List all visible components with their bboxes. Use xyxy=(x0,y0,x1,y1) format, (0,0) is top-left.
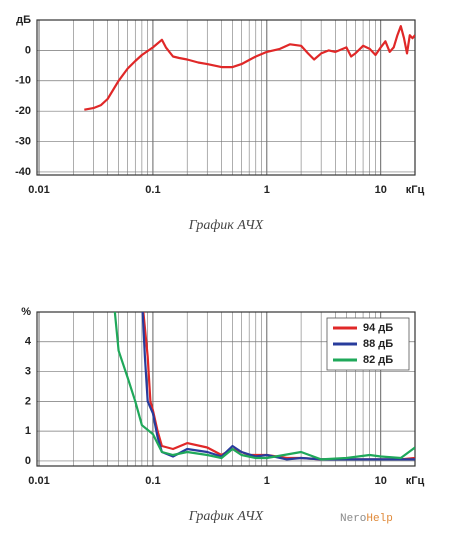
plot-frame xyxy=(36,19,416,176)
y-tick-label: -40 xyxy=(15,166,31,178)
x-axis-label: кГц xyxy=(406,184,425,196)
legend-label: 94 дБ xyxy=(363,322,393,334)
y-tick-label: 2 xyxy=(25,395,31,407)
x-tick-label: 10 xyxy=(375,184,387,196)
x-tick-label: 10 xyxy=(375,475,387,487)
series-line xyxy=(84,25,415,111)
y-tick-label: 0 xyxy=(25,44,31,56)
y-tick-label: -20 xyxy=(15,105,31,117)
watermark: NeroHelp xyxy=(340,513,393,525)
y-tick-label: -30 xyxy=(15,135,31,147)
y-tick-label: 3 xyxy=(25,365,31,377)
x-tick-label: 1 xyxy=(264,475,270,487)
chart: -40 -30 -20 -10 0 0.01 0.1 1 10 дБ кГц График АЧХ xyxy=(15,14,424,233)
y-tick-label: 0 xyxy=(25,455,31,467)
legend-label: 88 дБ xyxy=(363,338,393,350)
x-axis-label: кГц xyxy=(406,475,425,487)
y-axis-label: % xyxy=(21,306,31,318)
caption: График АЧХ xyxy=(188,509,264,524)
y-tick-label: -10 xyxy=(15,75,31,87)
x-tick-label: 1 xyxy=(264,184,270,196)
y-tick-label: 1 xyxy=(25,425,31,437)
series-line xyxy=(113,312,415,461)
y-axis-label: дБ xyxy=(16,14,31,26)
y-tick-label: 4 xyxy=(25,336,32,348)
legend-label: 82 дБ xyxy=(363,354,393,366)
x-tick-label: 0.1 xyxy=(145,475,160,487)
plot-frame xyxy=(36,311,416,467)
x-tick-label: 0.1 xyxy=(145,184,160,196)
x-tick-label: 0.01 xyxy=(28,184,49,196)
chart: 0 1 2 3 4 0.01 0.1 1 10% кГц График АЧХ 94 дБ 88 дБ 8… xyxy=(21,306,425,524)
x-tick-label: 0.01 xyxy=(28,475,49,487)
caption: График АЧХ xyxy=(188,218,264,233)
